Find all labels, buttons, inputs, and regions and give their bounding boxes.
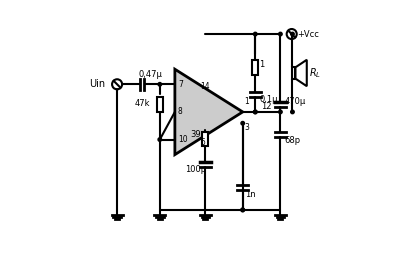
Bar xyxy=(157,97,163,112)
Text: 0,47μ: 0,47μ xyxy=(138,70,162,79)
Text: 39: 39 xyxy=(190,130,201,139)
Circle shape xyxy=(279,110,282,114)
Text: 1n: 1n xyxy=(245,190,256,199)
Circle shape xyxy=(241,208,244,212)
Circle shape xyxy=(254,110,257,114)
Polygon shape xyxy=(175,69,243,155)
Circle shape xyxy=(254,32,257,36)
Circle shape xyxy=(158,83,162,86)
Bar xyxy=(252,60,258,75)
Polygon shape xyxy=(296,60,307,86)
Bar xyxy=(202,132,208,146)
Text: 12: 12 xyxy=(262,102,272,112)
Text: 8: 8 xyxy=(178,107,183,116)
Circle shape xyxy=(279,32,282,36)
Text: 470μ: 470μ xyxy=(284,97,306,106)
Text: 3: 3 xyxy=(244,122,249,132)
Text: 10: 10 xyxy=(178,135,188,144)
Text: 5: 5 xyxy=(200,138,205,147)
Text: 14: 14 xyxy=(200,82,210,91)
Text: 100μ: 100μ xyxy=(185,165,206,174)
Text: 0,1μ: 0,1μ xyxy=(259,95,278,104)
Text: 68p: 68p xyxy=(284,136,300,145)
Text: 1: 1 xyxy=(259,60,264,69)
Circle shape xyxy=(291,110,294,114)
Circle shape xyxy=(291,32,294,36)
Circle shape xyxy=(254,110,257,114)
Text: 1: 1 xyxy=(244,97,249,106)
Text: $R_L$: $R_L$ xyxy=(308,66,321,80)
Text: Uin: Uin xyxy=(90,79,106,89)
Circle shape xyxy=(241,121,244,125)
Circle shape xyxy=(158,138,162,141)
Bar xyxy=(292,67,296,79)
Circle shape xyxy=(241,208,244,212)
Text: 47k: 47k xyxy=(135,99,150,108)
Text: +Vcc: +Vcc xyxy=(298,29,319,39)
Text: 7: 7 xyxy=(178,80,183,89)
